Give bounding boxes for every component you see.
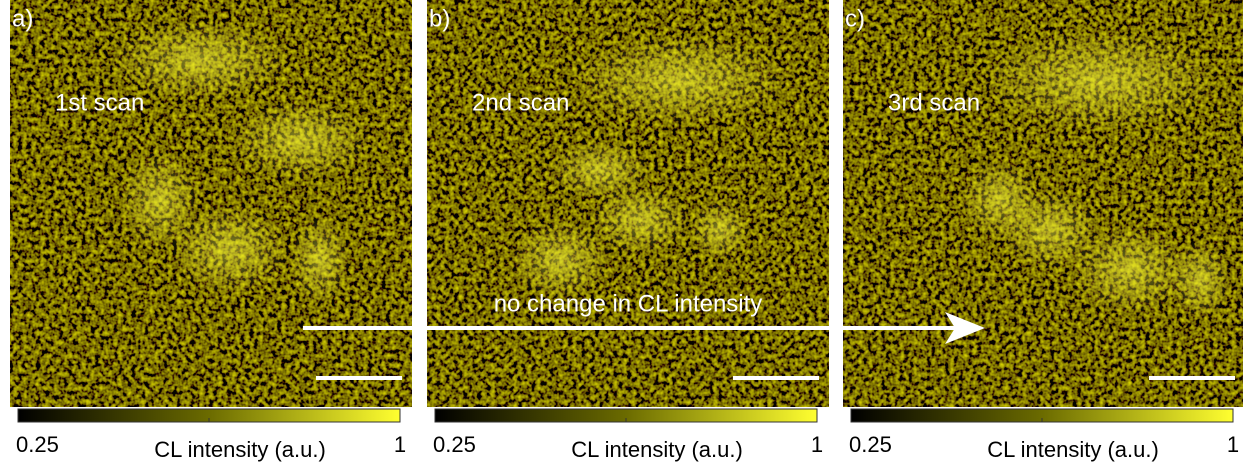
arrow-head [945, 312, 985, 344]
panel-label: a) [12, 5, 33, 32]
colorbar-min: 0.25 [16, 432, 59, 457]
cl-map [843, 0, 1243, 407]
arrow-text: no change in CL intensity [494, 290, 763, 317]
colorbar-title: CL intensity (a.u.) [987, 437, 1159, 462]
cl-map [10, 0, 412, 407]
cl-map [427, 0, 829, 407]
colorbar-title: CL intensity (a.u.) [571, 437, 743, 462]
colorbar-max: 1 [1227, 432, 1239, 457]
panel-label: c) [845, 5, 865, 32]
colorbar-title: CL intensity (a.u.) [154, 437, 326, 462]
colorbar-min: 0.25 [433, 432, 476, 457]
colorbar-max: 1 [811, 432, 823, 457]
scan-label: 3rd scan [888, 89, 980, 116]
colorbar-max: 1 [394, 432, 406, 457]
scan-label: 2nd scan [472, 89, 569, 116]
scan-label: 1st scan [55, 89, 144, 116]
panel-label: b) [429, 5, 450, 32]
colorbar-min: 0.25 [849, 432, 892, 457]
